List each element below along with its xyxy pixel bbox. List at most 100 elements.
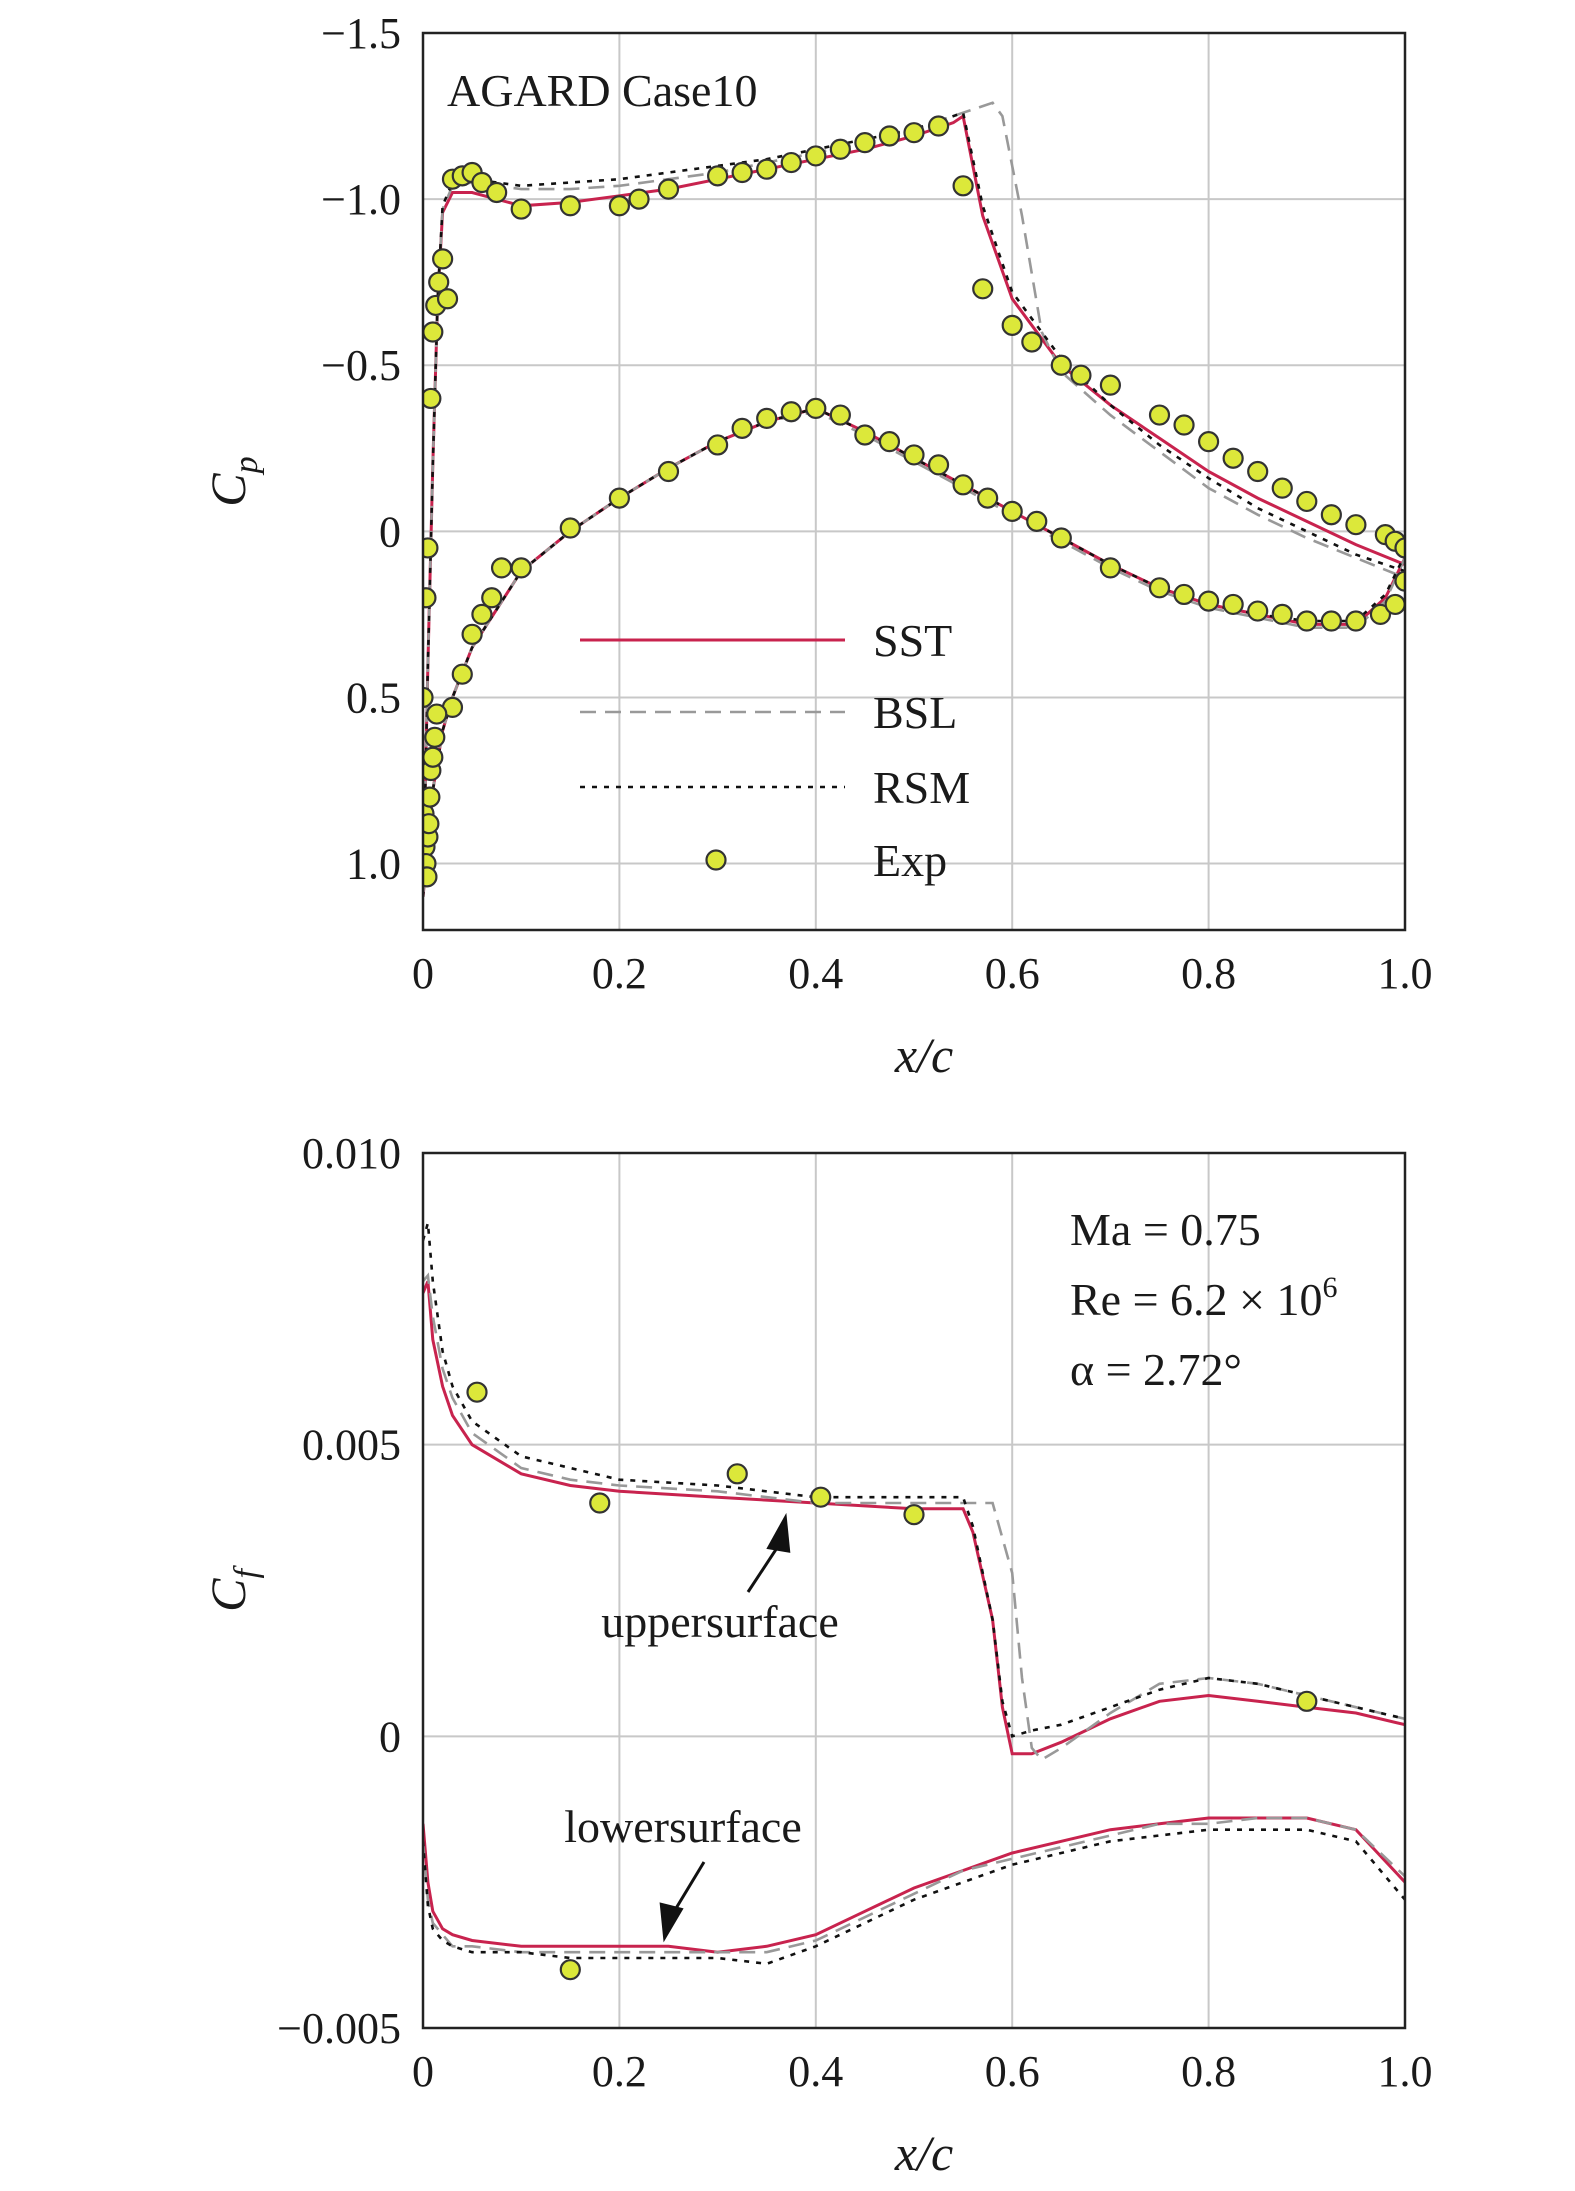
legend-label-rsm: RSM [873,762,970,813]
exp-point [1271,477,1293,499]
exp-point [1001,500,1023,522]
exp-point [1369,603,1392,625]
exp-point [927,115,950,137]
exp-point [731,161,753,184]
exp-point [706,165,729,187]
y-tick-label: −1.5 [321,9,401,58]
cf-plot: 0 0.2 0.4 0.6 0.8 1.00.0100.0050−0.005x/cCfMa… [200,1129,1433,2181]
y-tick-label: −0.5 [321,341,401,390]
exp-point [952,175,974,197]
x-tick-label: 0.8 [1181,949,1236,998]
condition-re: Re = 6.2 × 106 [1070,1271,1337,1325]
exp-point [510,557,532,579]
exp-point [423,786,441,808]
exp-point [423,537,439,559]
exp-point [903,1504,925,1526]
exp-point [878,125,901,147]
plot-frame [421,1151,1407,2030]
y-tick-label: −1.0 [321,175,401,224]
sst-line [423,1816,1405,1954]
exp-point [810,1486,832,1508]
plot-frame [421,31,1407,932]
exp-point [559,195,581,217]
exp-point [829,138,851,160]
exp-point [423,813,440,835]
exp-point [1099,557,1122,579]
exp-point [878,431,901,453]
exp-point [977,487,999,509]
exp-point [1296,610,1318,632]
exp-point [426,703,448,725]
condition-alpha: α = 2.72° [1070,1344,1242,1395]
y-axis-label-main: C [200,1578,256,1612]
exp-point [471,171,493,194]
exp-point [436,288,459,310]
exp-point [903,122,925,144]
exp-point [1197,590,1220,612]
y-tick-label: 0 [379,1712,401,1761]
exp-point [1050,354,1072,376]
exp-point [854,132,876,154]
condition-re-text: Re = 6.2 × 10 [1070,1274,1322,1325]
exp-point [1001,314,1023,336]
exp-point [428,271,450,293]
exp-point [481,587,503,609]
exp-point [423,587,437,609]
x-tick-label: 0.8 [1181,2047,1236,2096]
rsm-line [423,1828,1405,1966]
exp-point [829,404,851,426]
exp-point [731,417,753,439]
annotation-lower-surface: lowersurface [564,1801,802,1852]
condition-re-exp: 6 [1322,1271,1337,1304]
exp-point [1173,414,1195,436]
exp-point [589,1492,611,1514]
annotation-upper-surface: uppersurface [601,1596,839,1647]
exp-point [461,623,483,645]
exp-point [1222,593,1244,616]
annotation-arrow-lower [672,1861,706,1914]
y-axis-label: Cf [200,1565,265,1612]
exp-point [1345,610,1367,632]
exp-point [608,195,631,217]
exp-point [424,726,446,748]
y-axis-label-sub: p [228,456,265,475]
exp-point [1197,431,1220,453]
annotation-arrow-upper [746,1542,782,1593]
exp-point [1320,610,1342,632]
exp-point [423,686,434,709]
condition-ma: Ma = 0.75 [1070,1204,1261,1255]
x-tick-label: 1.0 [1378,949,1433,998]
exp-point [486,181,508,204]
y-tick-label: 0 [379,507,401,556]
y-tick-label: −0.005 [277,2004,401,2053]
exp-point [1026,510,1048,532]
exp-point [903,444,925,466]
exp-point [1021,331,1043,353]
exp-point [559,1959,581,1981]
exp-point [1070,364,1092,386]
x-tick-label: 0.6 [985,949,1040,998]
exp-point [706,434,729,456]
exp-point [423,321,444,343]
exp-point [657,460,680,483]
exp-point [1394,537,1405,559]
legend-marker-exp [705,849,727,871]
series-group [423,1222,1405,1981]
exp-point [780,401,802,423]
legend-label-bsl: BSL [873,687,957,738]
y-axis-label-sub: f [228,1565,265,1579]
y-axis-label-main: C [200,473,256,507]
cp-plot: 0 0.2 0.4 0.6 0.8 1.0 −1.5 −1.0 −0.5 0 0.5 1.0 x/c Cp… [200,9,1433,1083]
exp-point [1148,404,1171,426]
x-tick-label: 0.4 [788,2047,843,2096]
exp-point [1394,570,1405,592]
x-tick-label: 0.6 [985,2047,1040,2096]
x-tick-label: 0.2 [592,2047,647,2096]
exp-point [805,145,827,167]
exp-point [1099,374,1122,396]
y-tick-label: 1.0 [346,840,401,889]
exp-point [423,866,438,888]
exp-point [927,454,950,476]
y-tick-label: 0.010 [302,1129,401,1178]
